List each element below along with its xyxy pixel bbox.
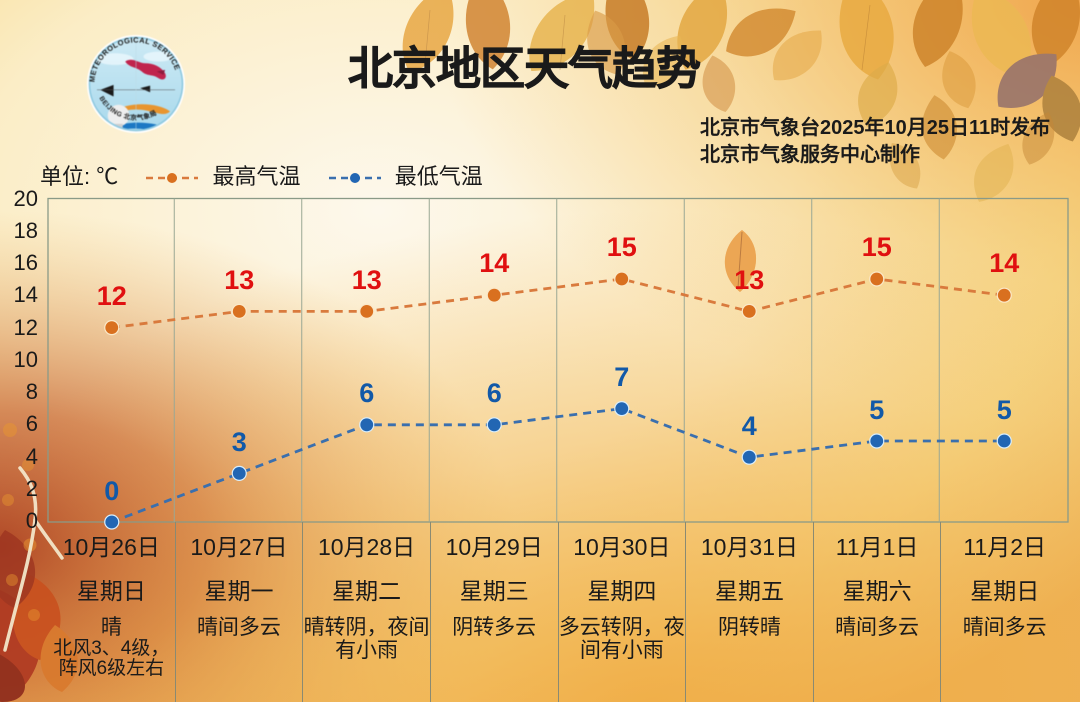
svg-text:6: 6 — [359, 378, 374, 408]
svg-text:12: 12 — [97, 281, 127, 311]
svg-text:15: 15 — [607, 232, 637, 262]
svg-text:10: 10 — [14, 347, 38, 372]
svg-text:4: 4 — [26, 444, 38, 469]
svg-text:15: 15 — [862, 232, 892, 262]
svg-text:12: 12 — [14, 315, 38, 340]
svg-text:3: 3 — [232, 427, 247, 457]
svg-text:0: 0 — [104, 476, 119, 506]
svg-text:5: 5 — [869, 395, 884, 425]
svg-text:16: 16 — [14, 250, 38, 275]
svg-text:4: 4 — [742, 411, 757, 441]
svg-text:6: 6 — [26, 411, 38, 436]
svg-text:14: 14 — [479, 248, 509, 278]
svg-text:14: 14 — [989, 248, 1019, 278]
svg-text:13: 13 — [224, 265, 254, 295]
svg-text:2: 2 — [26, 476, 38, 501]
svg-text:6: 6 — [487, 378, 502, 408]
svg-text:8: 8 — [26, 379, 38, 404]
svg-text:0: 0 — [26, 508, 38, 533]
svg-text:13: 13 — [352, 265, 382, 295]
svg-text:18: 18 — [14, 218, 38, 243]
svg-text:7: 7 — [614, 362, 629, 392]
svg-text:20: 20 — [14, 186, 38, 211]
svg-text:13: 13 — [734, 265, 764, 295]
svg-text:5: 5 — [997, 395, 1012, 425]
svg-text:14: 14 — [14, 282, 38, 307]
